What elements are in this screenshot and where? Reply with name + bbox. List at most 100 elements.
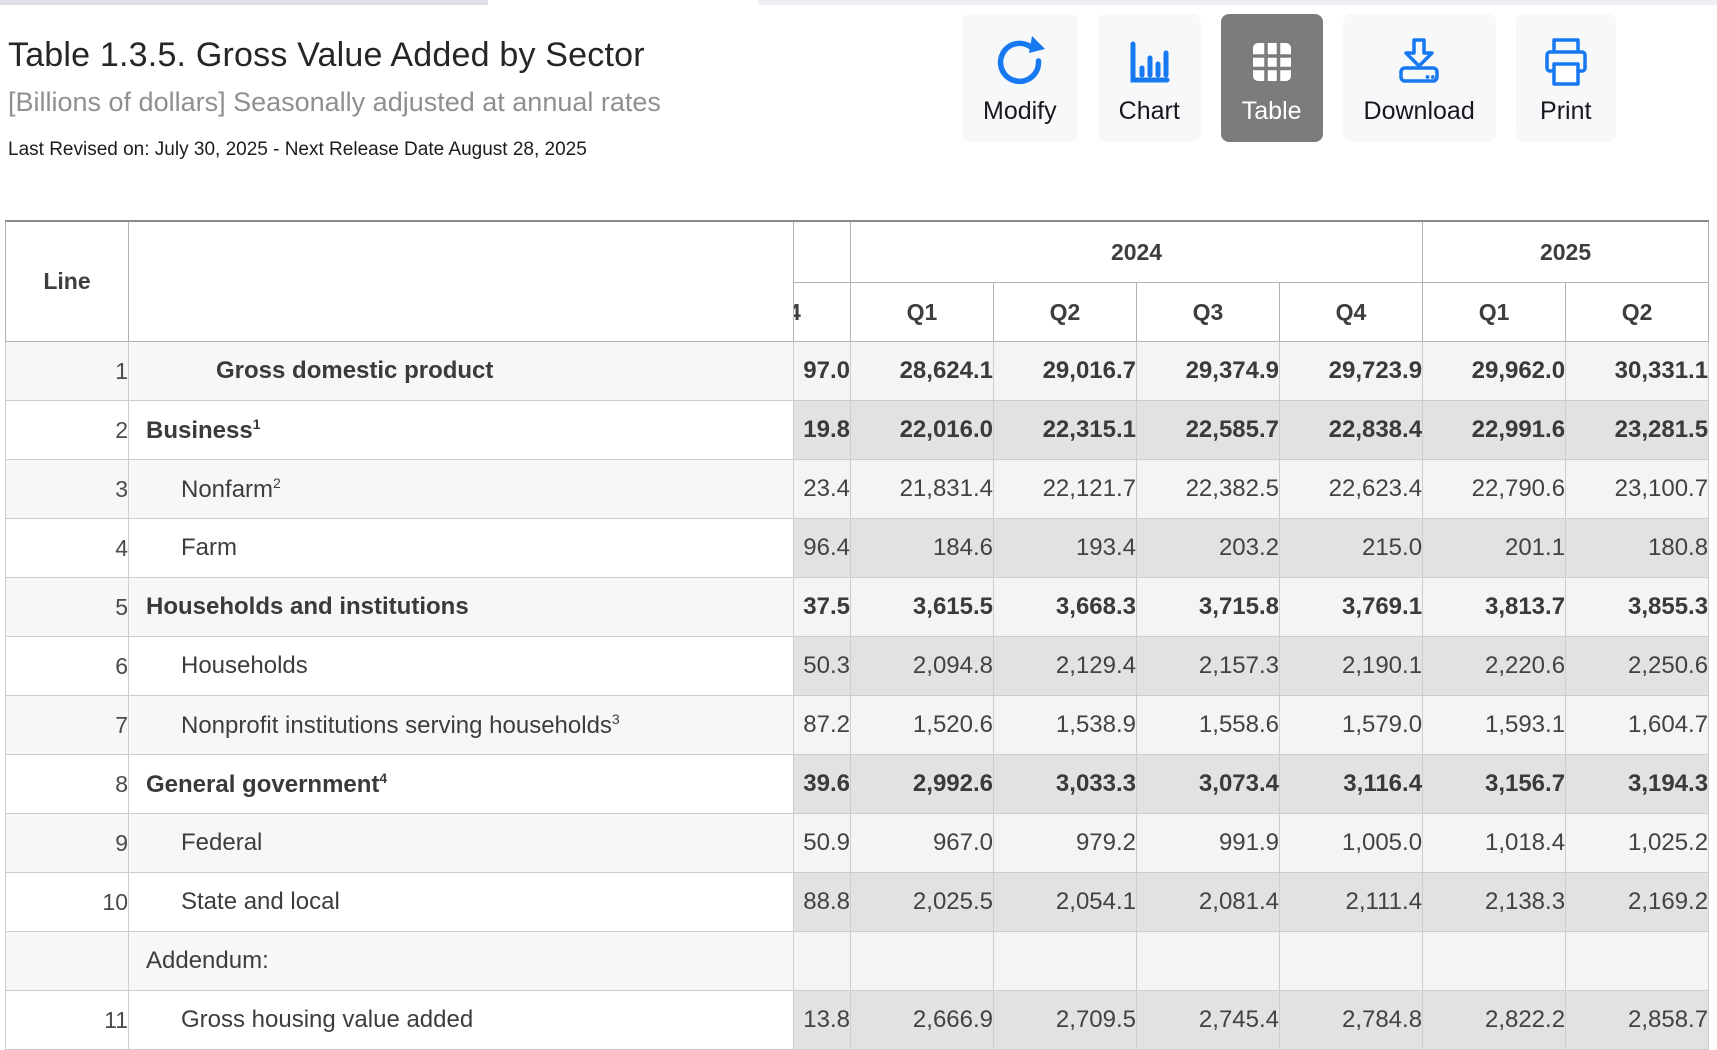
value-cell: 1,558.6 (1136, 695, 1280, 755)
chart-button-label: Chart (1118, 96, 1180, 125)
table-button-label: Table (1241, 96, 1302, 125)
table-row: 4 Farm 96.4 184.6 193.4 203.2 215.0 201.1 180.8 (5, 518, 1710, 578)
value-cell: 203.2 (1136, 518, 1280, 578)
line-number-cell: 5 (5, 577, 129, 637)
value-cell-partial: 50.3 (793, 636, 851, 696)
value-cell (1565, 931, 1710, 991)
table-row: 11 Gross housing value added 13.8 2,666.9 2,… (5, 990, 1710, 1050)
value-cell: 2,138.3 (1422, 872, 1567, 932)
table-row: 10 State and local 88.8 2,025.5 2,054.1 2,081… (5, 872, 1710, 932)
value-cell: 967.0 (850, 813, 994, 873)
value-cell: 29,723.9 (1278, 341, 1424, 401)
value-cell: 2,709.5 (993, 990, 1137, 1050)
value-cell: 3,715.8 (1136, 577, 1280, 637)
value-cell-partial: 37.5 (793, 577, 851, 637)
line-number-cell: 3 (5, 459, 129, 519)
print-button[interactable]: Print (1515, 14, 1616, 142)
bar-chart-icon (1120, 33, 1178, 91)
footnote-superscript: 2 (273, 474, 281, 491)
table-row: 5 Households and institutions 37.5 3,615.5 3… (5, 577, 1710, 637)
value-cell: 2,784.8 (1278, 990, 1424, 1050)
value-cell: 2,054.1 (993, 872, 1137, 932)
value-cell: 2,169.2 (1565, 872, 1710, 932)
description-cell: Households and institutions (128, 577, 794, 637)
value-cell: 22,016.0 (850, 400, 994, 460)
value-cell: 3,615.5 (850, 577, 994, 637)
download-icon (1390, 33, 1448, 91)
toolbar: Modify Chart T (962, 14, 1616, 142)
value-cell: 29,374.9 (1136, 341, 1280, 401)
modify-button[interactable]: Modify (962, 14, 1078, 142)
value-cell: 23,281.5 (1565, 400, 1710, 460)
description-cell: Gross domestic product (128, 341, 794, 401)
value-cell: 2,250.6 (1565, 636, 1710, 696)
value-cell: 22,991.6 (1422, 400, 1567, 460)
value-cell (850, 931, 994, 991)
print-button-label: Print (1540, 96, 1592, 125)
table-button[interactable]: Table (1220, 14, 1323, 142)
footnote-superscript: 3 (611, 710, 620, 727)
table-body: 1 Gross domestic product 97.0 28,624.1 29,01… (5, 341, 1710, 1050)
value-cell: 3,156.7 (1422, 754, 1567, 814)
value-cell (1422, 931, 1567, 991)
table-row: 7 Nonprofit institutions serving househol… (5, 695, 1710, 755)
description-cell: Addendum: (128, 931, 794, 991)
value-cell: 1,520.6 (850, 695, 994, 755)
value-cell-partial: 50.9 (793, 813, 851, 873)
line-number-cell: 9 (5, 813, 129, 873)
year-header-2025: 2025 (1422, 220, 1710, 283)
value-cell: 193.4 (993, 518, 1137, 578)
quarter-header-2024-q2: Q2 (993, 282, 1137, 342)
value-cell: 3,033.3 (993, 754, 1137, 814)
value-cell: 2,111.4 (1278, 872, 1424, 932)
value-cell: 2,025.5 (850, 872, 994, 932)
value-cell: 1,025.2 (1565, 813, 1710, 873)
description-cell: General government4 (128, 754, 794, 814)
value-cell: 22,790.6 (1422, 459, 1567, 519)
refresh-icon (991, 33, 1049, 91)
value-cell (993, 931, 1137, 991)
value-cell: 2,220.6 (1422, 636, 1567, 696)
value-cell: 22,121.7 (993, 459, 1137, 519)
value-cell (1136, 931, 1280, 991)
quarter-header-2024-q4: Q4 (1278, 282, 1424, 342)
value-cell-partial: 96.4 (793, 518, 851, 578)
value-cell: 2,745.4 (1136, 990, 1280, 1050)
partial-quarter-header: 4 (793, 282, 851, 342)
value-cell: 22,838.4 (1278, 400, 1424, 460)
value-cell: 184.6 (850, 518, 994, 578)
value-cell: 2,992.6 (850, 754, 994, 814)
line-number-cell: 6 (5, 636, 129, 696)
table-row: 1 Gross domestic product 97.0 28,624.1 29,01… (5, 341, 1710, 401)
value-cell-partial (793, 931, 851, 991)
value-cell: 21,831.4 (850, 459, 994, 519)
description-cell: Nonfarm2 (128, 459, 794, 519)
download-button[interactable]: Download (1342, 14, 1496, 142)
line-number-cell: 7 (5, 695, 129, 755)
chart-button[interactable]: Chart (1097, 14, 1201, 142)
value-cell: 1,005.0 (1278, 813, 1424, 873)
printer-icon (1537, 33, 1595, 91)
value-cell: 2,157.3 (1136, 636, 1280, 696)
value-cell: 22,623.4 (1278, 459, 1424, 519)
value-cell: 3,769.1 (1278, 577, 1424, 637)
value-cell: 201.1 (1422, 518, 1567, 578)
value-cell: 215.0 (1278, 518, 1424, 578)
clipped-quarter-label: 4 (795, 299, 801, 326)
value-cell: 979.2 (993, 813, 1137, 873)
table-grid-icon (1243, 33, 1301, 91)
footnote-superscript: 4 (379, 769, 388, 786)
description-cell: Farm (128, 518, 794, 578)
value-cell: 29,016.7 (993, 341, 1137, 401)
quarter-header-2024-q1: Q1 (850, 282, 994, 342)
value-cell: 3,855.3 (1565, 577, 1710, 637)
quarter-header-2025-q1: Q1 (1422, 282, 1567, 342)
value-cell: 1,018.4 (1422, 813, 1567, 873)
table-row: 9 Federal 50.9 967.0 979.2 991.9 1,005.0 1,018.… (5, 813, 1710, 873)
value-cell: 2,858.7 (1565, 990, 1710, 1050)
value-cell: 991.9 (1136, 813, 1280, 873)
value-cell: 2,190.1 (1278, 636, 1424, 696)
data-table: Line 2024 2025 4 Q1 Q2 Q3 Q4 Q1 Q2 1Gros… (5, 220, 1710, 1050)
value-cell: 28,624.1 (850, 341, 994, 401)
value-cell-partial: 97.0 (793, 341, 851, 401)
